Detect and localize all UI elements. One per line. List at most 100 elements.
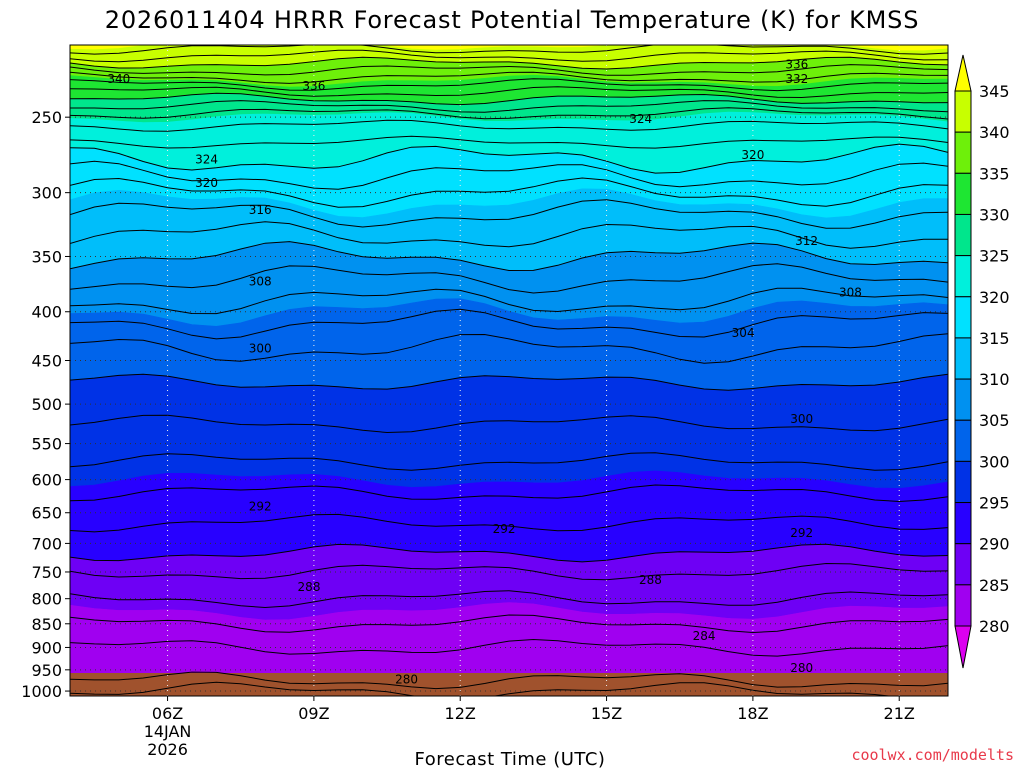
isotherm-292 [70, 513, 948, 533]
contour-label: 280 [395, 672, 418, 686]
contour-label: 288 [298, 580, 321, 594]
isotherm-312 [70, 221, 948, 249]
isotherm-340 [70, 56, 948, 70]
y-tick-label: 450 [31, 352, 62, 371]
contour-label: 332 [785, 72, 808, 86]
isotherm-334 [70, 78, 948, 92]
contour-label: 304 [732, 326, 755, 340]
colorbar-label: 305 [979, 411, 1010, 430]
contour-label: 320 [195, 176, 218, 190]
y-tick-label: 250 [31, 108, 62, 127]
colorbar-swatch [954, 337, 972, 380]
x-tick-label: 15Z [591, 704, 622, 723]
ground [70, 673, 948, 696]
y-tick-label: 700 [31, 534, 62, 553]
isotherm-320 [70, 143, 948, 174]
isotherm-344 [70, 45, 948, 55]
colorbar-swatch [954, 584, 972, 627]
colorbar-swatch [954, 419, 972, 462]
colorbar-swatch [954, 378, 972, 421]
contour-label: 300 [249, 341, 272, 355]
x-tick-year: 2026 [147, 740, 188, 759]
contour-label: 316 [249, 203, 272, 217]
y-tick-label: 850 [31, 615, 62, 634]
isotherm-284 [70, 614, 948, 634]
isotherm-324 [70, 119, 948, 132]
contour-label: 308 [249, 275, 272, 289]
x-tick-label: 12Z [445, 704, 476, 723]
y-tick-label: 500 [31, 395, 62, 414]
credit-text: coolwx.com/modelts [851, 746, 1014, 764]
contour-label: 292 [249, 499, 272, 513]
colorbar-swatch [954, 131, 972, 174]
colorbar-bottom-triangle [954, 625, 972, 669]
colorbar-label: 295 [979, 494, 1010, 513]
y-tick-label: 550 [31, 435, 62, 454]
isotherm-294 [70, 484, 948, 503]
colorbar-label: 345 [979, 82, 1010, 101]
colorbar-swatch [954, 172, 972, 215]
isotherm-286 [70, 590, 948, 609]
y-tick-label: 400 [31, 303, 62, 322]
colorbar-swatch [954, 460, 972, 504]
contour-label: 336 [785, 57, 808, 71]
contour-label: 336 [302, 79, 325, 93]
isotherm-288 [70, 562, 948, 581]
isotherm-316 [70, 177, 948, 208]
y-tick-label: 300 [31, 184, 62, 203]
y-tick-label: 1000 [21, 682, 62, 701]
colorbar-swatch [954, 213, 972, 257]
contour-label: 340 [107, 72, 130, 86]
x-tick-label: 09Z [298, 704, 329, 723]
contour-label: 292 [493, 522, 516, 536]
y-tick-label: 750 [31, 563, 62, 582]
y-tick-label: 350 [31, 247, 62, 266]
colorbar-label: 280 [979, 617, 1010, 636]
isotherm-302 [70, 333, 948, 364]
isotherm-278 [70, 681, 893, 696]
x-axis-label: Forecast Time (UTC) [415, 749, 606, 768]
contour-label: 320 [741, 148, 764, 162]
colorbar-label: 300 [979, 452, 1010, 471]
theta-band-295 [70, 373, 948, 489]
isotherm-322 [70, 135, 948, 149]
isotherm-308 [70, 263, 948, 294]
colorbar-swatch [954, 502, 972, 545]
isotherm-310 [70, 241, 948, 272]
colorbar-top-triangle [954, 54, 972, 92]
isotherm-318 [70, 160, 948, 190]
isotherm-298 [70, 414, 948, 434]
contour-label: 284 [693, 629, 716, 643]
isotherm-326 [70, 107, 948, 120]
chart-title: 2026011404 HRRR Forecast Potential Tempe… [105, 6, 919, 34]
contour-label: 288 [639, 573, 662, 587]
contour-label: 324 [629, 112, 652, 126]
x-tick-date: 14JAN [144, 722, 192, 741]
y-tick-label: 950 [31, 661, 62, 680]
y-axis: 250 300 350 400 450 500 550 600 650 700 750 800 850 9… [21, 108, 70, 701]
isotherm-314 [70, 199, 948, 229]
colorbar-label: 310 [979, 370, 1010, 389]
colorbar-label: 335 [979, 164, 1010, 183]
isotherm-282 [70, 638, 948, 657]
colorbar-label: 315 [979, 329, 1010, 348]
isotherm-290 [70, 543, 948, 563]
isotherm-338 [70, 64, 948, 76]
isotherm-296 [70, 452, 948, 471]
x-tick-label: 18Z [737, 704, 768, 723]
colorbar-label: 325 [979, 247, 1010, 266]
plot-frame [69, 44, 949, 697]
theta-bands [70, 45, 948, 696]
colorbar-label: 320 [979, 288, 1010, 307]
colorbar-label: 340 [979, 123, 1010, 142]
x-tick-label: 21Z [884, 704, 915, 723]
isotherm-304 [70, 308, 948, 340]
contour-label: 312 [795, 234, 818, 248]
y-tick-label: 600 [31, 471, 62, 490]
isotherm-300 [70, 373, 948, 391]
contour-label: 292 [790, 526, 813, 540]
grid-lines [70, 45, 948, 696]
contour-lines [70, 45, 948, 696]
